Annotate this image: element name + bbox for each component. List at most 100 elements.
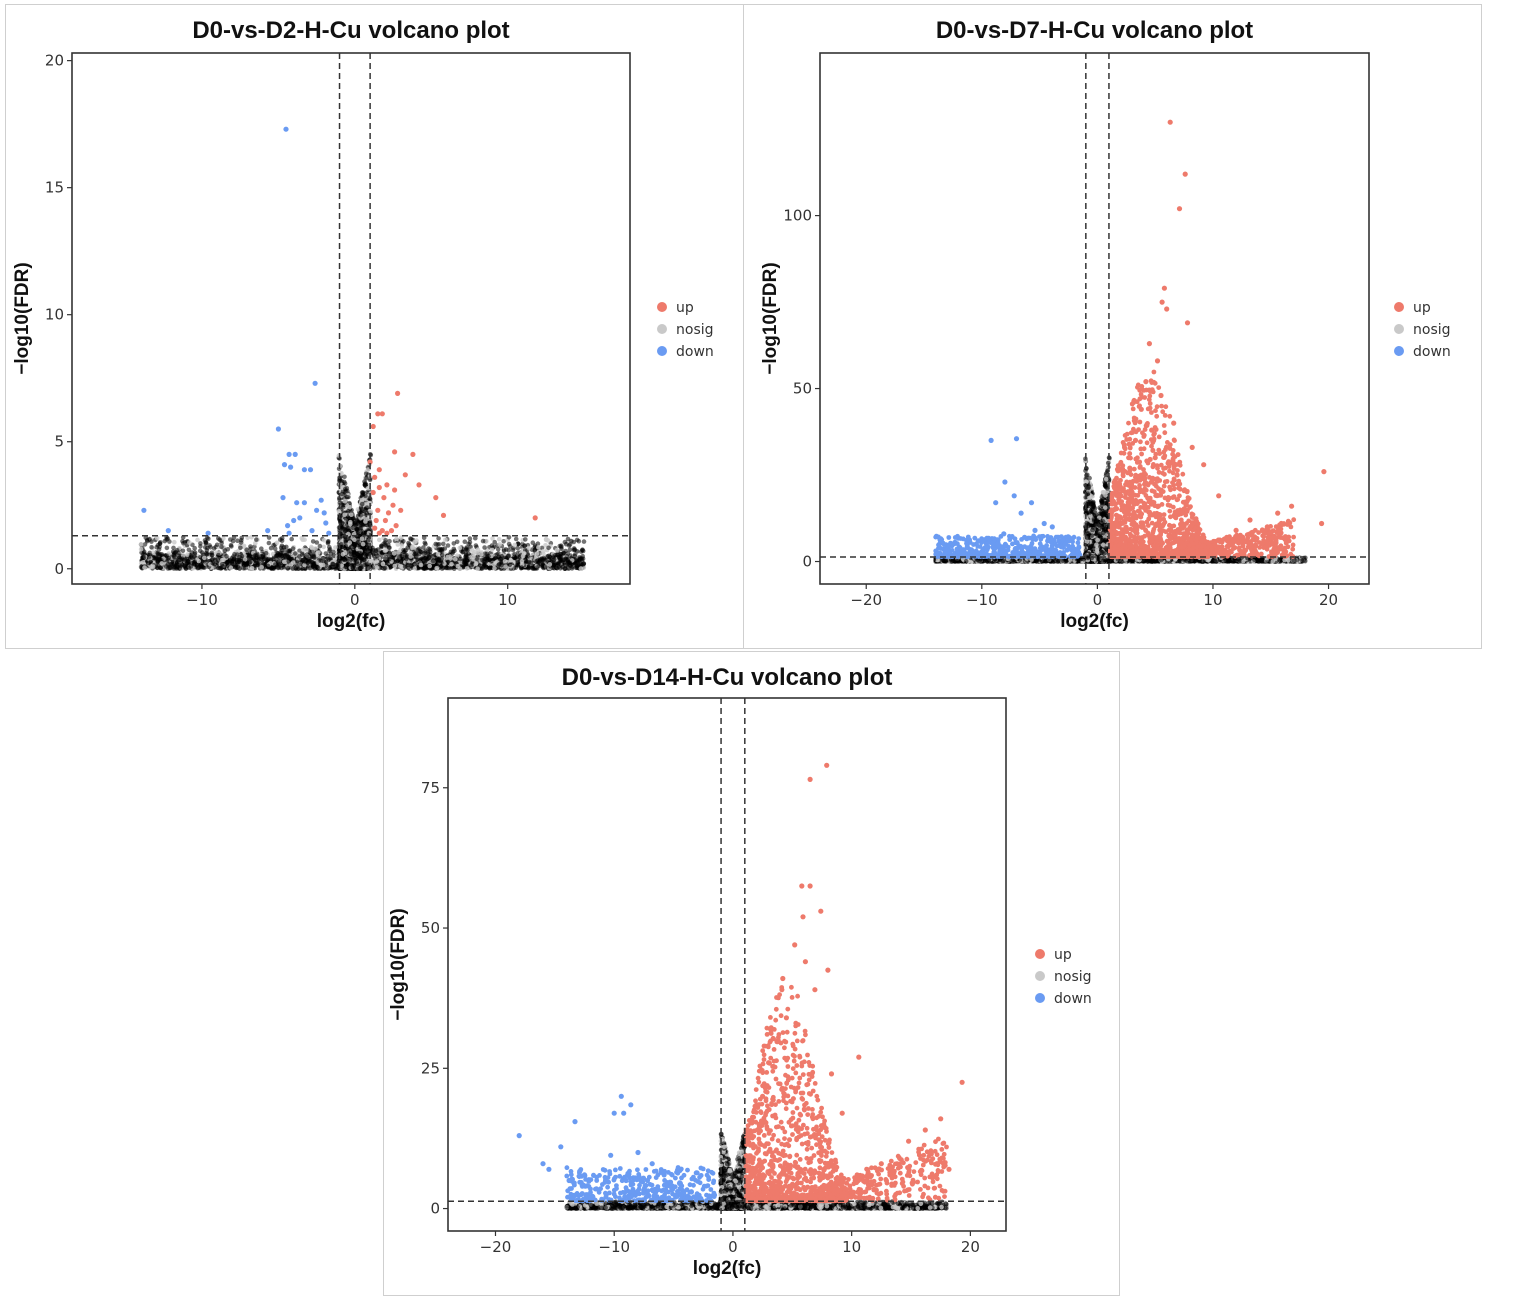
nosig-point <box>519 559 525 564</box>
nosig-point <box>391 551 397 556</box>
nosig-point <box>461 560 467 566</box>
nosig-point <box>171 545 176 551</box>
nosig-point <box>253 552 259 558</box>
down-point <box>301 467 307 473</box>
nosig-point <box>410 545 415 551</box>
nosig-point <box>414 538 419 543</box>
nosig-point <box>225 563 230 568</box>
nosig-point <box>210 560 216 566</box>
up-point <box>382 517 388 524</box>
nosig-point <box>578 549 584 554</box>
up-series <box>367 390 538 536</box>
down-point <box>285 523 291 529</box>
nosig-point <box>241 560 246 566</box>
nosig-point <box>362 479 367 484</box>
nosig-point <box>147 536 152 542</box>
nosig-point <box>473 543 479 548</box>
nosig-point <box>441 565 446 570</box>
down-series <box>141 126 332 536</box>
nosig-point <box>274 540 280 546</box>
nosig-point <box>556 555 562 560</box>
plot-frame <box>71 52 631 585</box>
legend-label-down: down <box>676 344 714 360</box>
nosig-point <box>524 559 529 564</box>
nosig-point <box>369 558 374 563</box>
nosig-point <box>359 501 365 507</box>
down-point <box>323 520 329 526</box>
nosig-point <box>436 557 442 563</box>
nosig-point <box>520 553 526 559</box>
nosig-point <box>159 561 165 566</box>
nosig-point <box>219 540 224 546</box>
nosig-point <box>237 557 243 563</box>
nosig-point <box>304 554 310 559</box>
nosig-point <box>300 537 306 543</box>
nosig-point <box>445 543 451 548</box>
nosig-point <box>294 559 300 565</box>
nosig-point <box>225 547 231 552</box>
nosig-point <box>235 538 240 543</box>
nosig-point <box>305 560 310 566</box>
nosig-point <box>315 565 321 570</box>
nosig-point <box>216 552 221 558</box>
up-point <box>433 495 439 501</box>
nosig-point <box>221 536 226 541</box>
up-point <box>392 487 398 493</box>
up-point <box>398 507 404 513</box>
nosig-point <box>195 565 201 571</box>
nosig-point <box>293 551 298 556</box>
nosig-point <box>192 562 197 567</box>
nosig-point <box>471 554 476 560</box>
volcano-plot-d7: D0-vs-D7-H-Cu volcano plot−20 −10 0 10 20050… <box>760 17 1451 632</box>
nosig-points <box>138 452 587 572</box>
up-point <box>390 502 396 508</box>
nosig-point <box>266 540 272 546</box>
down-point <box>294 500 300 506</box>
up-point <box>370 423 376 430</box>
nosig-point <box>461 564 466 570</box>
up-point <box>376 467 382 473</box>
nosig-point <box>502 559 508 564</box>
nosig-point <box>434 565 440 571</box>
down-point <box>286 530 292 536</box>
nosig-point <box>473 535 478 541</box>
nosig-point <box>418 562 424 568</box>
nosig-point <box>569 538 574 544</box>
nosig-point <box>433 541 439 547</box>
up-point <box>376 484 382 491</box>
legend-marker-down <box>657 346 667 356</box>
nosig-point <box>192 545 197 551</box>
nosig-point <box>417 548 423 554</box>
nosig-point <box>452 548 457 554</box>
nosig-point <box>379 543 384 549</box>
nosig-point <box>430 558 436 564</box>
nosig-point <box>489 543 495 548</box>
nosig-point <box>343 486 348 492</box>
nosig-point <box>180 548 186 554</box>
nosig-point <box>373 548 379 554</box>
nosig-point <box>352 552 357 558</box>
nosig-point <box>348 557 354 562</box>
nosig-point <box>204 535 210 540</box>
nosig-point <box>154 536 160 541</box>
nosig-point <box>363 519 368 524</box>
nosig-point <box>382 565 388 571</box>
nosig-point <box>138 547 144 552</box>
nosig-point <box>374 565 380 570</box>
nosig-point <box>285 566 291 571</box>
nosig-point <box>342 557 347 563</box>
nosig-point <box>363 471 369 477</box>
nosig-point <box>366 538 371 543</box>
y-tick-label: 15 <box>45 179 64 197</box>
nosig-point <box>365 467 371 472</box>
nosig-point <box>425 550 431 555</box>
nosig-point <box>550 554 556 560</box>
nosig-point <box>380 561 386 567</box>
nosig-point <box>316 550 321 555</box>
nosig-point <box>141 555 147 560</box>
nosig-point <box>330 564 335 570</box>
nosig-point <box>244 547 249 552</box>
nosig-point <box>421 535 427 540</box>
nosig-point <box>503 564 508 569</box>
down-point <box>291 517 297 524</box>
